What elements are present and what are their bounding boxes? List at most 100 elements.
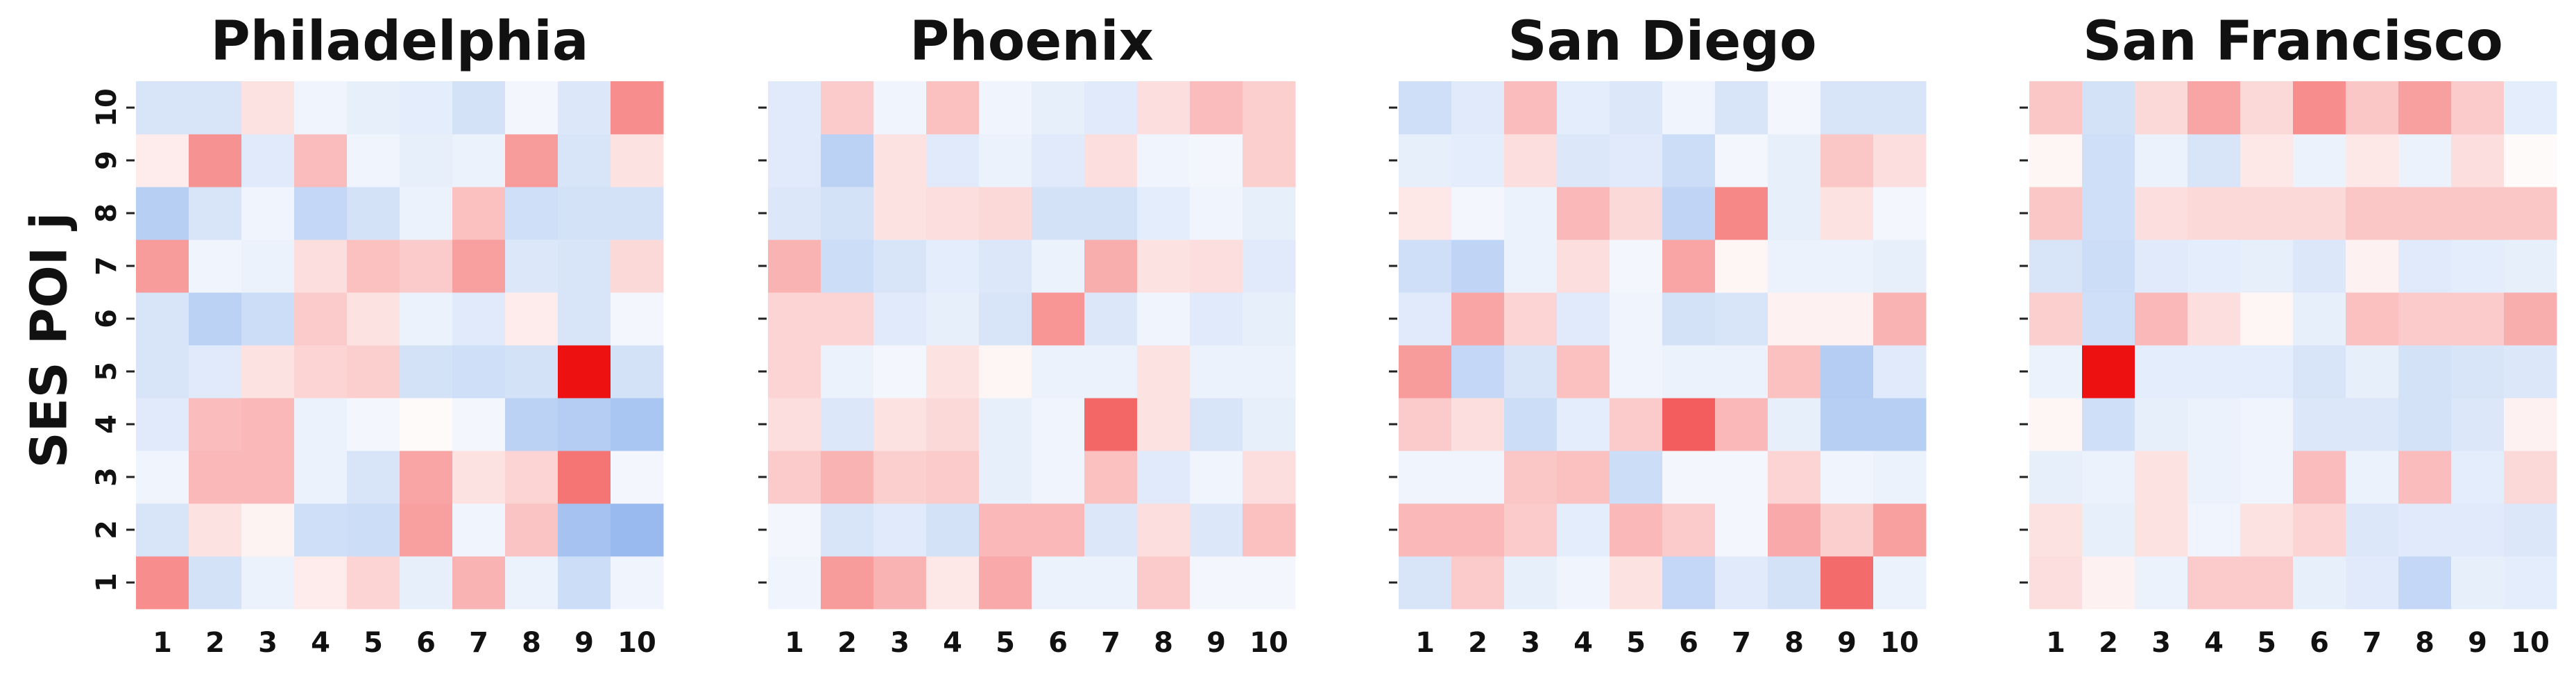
- x-tick-label: 8: [2415, 627, 2434, 659]
- heatmap-cell: [2293, 503, 2346, 557]
- heatmap-cell: [2346, 345, 2399, 399]
- heatmap-cell: [768, 240, 821, 293]
- heatmap-cell: [1504, 292, 1558, 346]
- heatmap-cell: [558, 345, 611, 399]
- heatmap-cell: [611, 81, 664, 135]
- y-tick-label: 9: [91, 151, 123, 170]
- x-tick-label: 4: [311, 627, 330, 659]
- heatmap-cell: [979, 503, 1032, 557]
- heatmap-cell: [452, 503, 506, 557]
- heatmap-cell: [1873, 187, 1927, 240]
- heatmap-cell: [2029, 345, 2083, 399]
- heatmap-cell: [189, 345, 242, 399]
- heatmap-cell: [873, 345, 927, 399]
- heatmap-cell: [2082, 398, 2135, 451]
- heatmap-cell: [1610, 134, 1663, 187]
- heatmap-cell: [2082, 503, 2135, 557]
- heatmap-cell: [136, 345, 189, 399]
- heatmap-cell: [1610, 345, 1663, 399]
- heatmap-cell: [505, 292, 558, 346]
- heatmap-panel: Phoenix 1 2 3 4 5 6 7 8 9 10: [758, 10, 1296, 659]
- heatmap-cell: [1084, 187, 1138, 240]
- heatmap-cell: [1557, 451, 1610, 504]
- x-tick-label: 4: [2204, 627, 2224, 659]
- heatmap-cell: [2029, 556, 2083, 610]
- heatmap-cell: [2029, 81, 2083, 135]
- heatmap-cell: [611, 556, 664, 610]
- heatmap-cell: [1032, 345, 1085, 399]
- heatmap-cell: [2029, 292, 2083, 346]
- heatmap-cell: [2029, 134, 2083, 187]
- heatmap-cell: [2029, 187, 2083, 240]
- heatmap-cell: [1451, 503, 1505, 557]
- heatmap-cell: [979, 81, 1032, 135]
- heatmap-panel: Philadelphia 1 2 3 4 5 6 7 8 9 10 1 2 3 4 5 6 7 8 9 10: [91, 10, 664, 659]
- heatmap-cell: [926, 503, 980, 557]
- heatmap-cell: [558, 292, 611, 346]
- heatmap-cell: [2082, 451, 2135, 504]
- heatmap-cell: [1084, 292, 1138, 346]
- heatmap-cell: [1610, 451, 1663, 504]
- x-tick-label: 2: [2099, 627, 2118, 659]
- heatmap-cell: [873, 556, 927, 610]
- heatmap-cell: [558, 451, 611, 504]
- heatmap-cell: [1715, 451, 1768, 504]
- heatmap-cell: [768, 345, 821, 399]
- heatmap-cell: [452, 187, 506, 240]
- heatmap-cell: [1610, 556, 1663, 610]
- heatmap-cell: [2082, 187, 2135, 240]
- heatmap-cell: [821, 503, 874, 557]
- heatmap-cell: [1610, 398, 1663, 451]
- heatmap-cell: [2451, 81, 2505, 135]
- heatmap-cell: [1451, 451, 1505, 504]
- heatmap-cell: [241, 556, 295, 610]
- y-tick-label: 3: [91, 467, 123, 487]
- heatmap-cell: [926, 292, 980, 346]
- heatmap-cell: [1768, 556, 1821, 610]
- heatmap-cell: [611, 398, 664, 451]
- heatmap-cell: [1190, 240, 1243, 293]
- heatmap-cell: [1451, 556, 1505, 610]
- heatmap-cell: [2451, 345, 2505, 399]
- heatmap-cell: [821, 556, 874, 610]
- heatmap-cell: [1768, 503, 1821, 557]
- heatmap-cell: [2451, 398, 2505, 451]
- heatmap-cell: [241, 81, 295, 135]
- heatmap-cell: [1557, 345, 1610, 399]
- heatmap-cell: [2187, 134, 2241, 187]
- heatmap-cell: [2240, 187, 2294, 240]
- heatmap-cell: [241, 292, 295, 346]
- heatmap-cell: [505, 398, 558, 451]
- heatmap-cell: [1137, 345, 1191, 399]
- heatmap-cell: [926, 134, 980, 187]
- heatmap-cell: [400, 451, 453, 504]
- heatmap-cell: [1399, 345, 1452, 399]
- heatmap-cell: [1032, 187, 1085, 240]
- heatmap-cell: [2346, 451, 2399, 504]
- y-axis-label: SES POI j: [20, 212, 78, 468]
- heatmap-cell: [926, 345, 980, 399]
- heatmap-cell: [2240, 556, 2294, 610]
- heatmap-cell: [1557, 240, 1610, 293]
- heatmap-cell: [1662, 134, 1716, 187]
- y-tick-label: 5: [91, 362, 123, 381]
- heatmap-cell: [1610, 187, 1663, 240]
- heatmap-cell: [1399, 187, 1452, 240]
- heatmap-cell: [1557, 134, 1610, 187]
- heatmap-cell: [821, 134, 874, 187]
- x-tick-label: 7: [1101, 627, 1120, 659]
- heatmap-cell: [347, 451, 400, 504]
- heatmap-cell: [400, 503, 453, 557]
- heatmap-cell: [2082, 292, 2135, 346]
- heatmap-cell: [2029, 240, 2083, 293]
- heatmap-cell: [1399, 134, 1452, 187]
- heatmap-cell: [400, 240, 453, 293]
- heatmap-cell: [2504, 187, 2557, 240]
- heatmap-cell: [2346, 240, 2399, 293]
- heatmap-cell: [979, 451, 1032, 504]
- heatmap-cell: [1715, 398, 1768, 451]
- heatmap-cell: [873, 451, 927, 504]
- heatmap-cell: [1137, 398, 1191, 451]
- heatmap-cell: [1399, 556, 1452, 610]
- heatmap-panel: San Francisco 1 2 3 4 5 6 7 8 9 10: [2020, 10, 2557, 659]
